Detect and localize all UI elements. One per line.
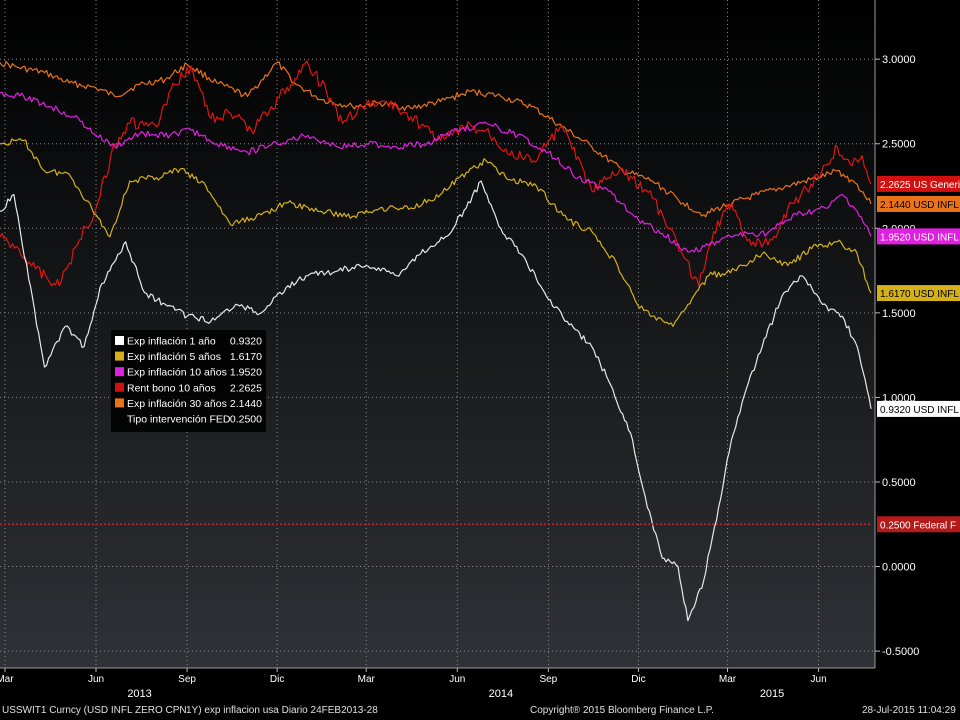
x-tick-label: Mar: [358, 674, 376, 685]
legend-entry-10y: Exp inflación 10 años 1.9520: [115, 367, 262, 379]
tag-5y: 1.6170 USD INFL: [877, 285, 960, 302]
x-year-label: 2013: [127, 688, 151, 700]
footer-description: 1Y) exp inflacion usa Diario 24FEB2013-2…: [186, 705, 378, 716]
series-10y-bond-line: [0, 60, 872, 287]
y-tick-label: 1.5000: [882, 308, 916, 320]
footer-ticker: USSWIT1 Curncy (USD INFL ZERO CPN: [2, 705, 187, 716]
grid-lines: [0, 0, 875, 668]
x-tick-label: Dic: [270, 674, 284, 685]
tag-10y-bond-label: 2.2625 US Generi: [880, 180, 960, 191]
right-axis-panel: [875, 0, 960, 668]
legend-entry-1y: Exp inflación 1 año 0.9320: [115, 336, 262, 348]
bottom-axis-panel: [0, 668, 960, 703]
legend-entry-5y: Exp inflación 5 años 1.6170: [115, 351, 262, 363]
legend: Exp inflación 1 año 0.9320 Exp inflación 5…: [111, 330, 266, 432]
footer-bar: USSWIT1 Curncy (USD INFL ZERO CPN 1Y) ex…: [0, 703, 960, 720]
legend-entry-5y-swatch: [115, 351, 124, 361]
x-tick-label: Jun: [88, 674, 104, 685]
legend-entry-fed: Tipo intervención FED 0.2500: [127, 414, 262, 426]
tag-1y: 0.9320 USD INFL: [877, 400, 960, 417]
x-tick-label: Sep: [178, 674, 196, 685]
legend-entry-10y-name: Exp inflación 10 años: [127, 367, 227, 379]
x-tick-label: Mar: [719, 674, 737, 685]
y-tick-label: -0.5000: [882, 646, 919, 658]
x-year-label: 2015: [760, 688, 784, 700]
legend-box: [111, 330, 266, 432]
legend-entry-30y-swatch: [115, 398, 124, 408]
last-value-tags: 2.2625 US Generi 2.1440 USD INFL 1.9520 US…: [877, 175, 960, 533]
y-tick-label: 0.0000: [882, 562, 916, 574]
tag-fed-box: [877, 516, 960, 533]
tag-10y: 1.9520 USD INFL: [877, 228, 960, 245]
legend-entry-1y-name: Exp inflación 1 año: [127, 336, 216, 348]
footer-copyright: Copyright® 2015 Bloomberg Finance L.P.: [530, 705, 714, 716]
legend-entry-1y-value: 0.9320: [230, 336, 262, 348]
legend-entry-10y-value: 1.9520: [230, 367, 262, 379]
y-tick-label: 3.0000: [882, 54, 916, 66]
legend-entry-5y-name: Exp inflación 5 años: [127, 351, 221, 363]
y-tick-label: 0.5000: [882, 477, 916, 489]
footer-timestamp: 28-Jul-2015 11:04:29: [862, 705, 956, 716]
tag-30y: 2.1440 USD INFL: [877, 195, 960, 212]
series-1y-line: [0, 180, 872, 622]
inflation-expectations-chart: -0.50000.00000.50001.00001.50002.00002.5…: [0, 0, 960, 703]
legend-entry-30y: Exp inflación 30 años 2.1440: [115, 398, 262, 410]
tag-10y-label: 1.9520 USD INFL: [880, 232, 959, 243]
x-tick-label: Mar: [0, 674, 14, 685]
legend-entry-1y-swatch: [115, 336, 124, 345]
series-30y-line: [0, 60, 872, 218]
tag-1y-label: 0.9320 USD INFL: [880, 405, 959, 416]
legend-entry-30y-value: 2.1440: [230, 398, 262, 410]
x-axis: Mar Jun Sep Dic Mar Jun Sep Dic Mar Jun 2013 2014 20…: [0, 668, 827, 700]
x-tick-label: Sep: [539, 674, 557, 685]
tag-1y-box: [877, 400, 960, 417]
legend-entry-fed-name: Tipo intervención FED: [127, 414, 231, 426]
x-tick-label: Jun: [811, 674, 827, 685]
series-5y-line: [0, 138, 872, 327]
legend-entry-10y-bond-name: Rent bono 10 años: [127, 382, 216, 394]
legend-entry-10y-bond: Rent bono 10 años 2.2625: [115, 382, 262, 394]
y-tick-label: 2.5000: [882, 139, 916, 151]
legend-entry-30y-name: Exp inflación 30 años: [127, 398, 227, 410]
x-tick-label: Jun: [449, 674, 465, 685]
tag-10y-bond: 2.2625 US Generi: [877, 175, 960, 192]
tag-5y-box: [877, 285, 960, 302]
x-tick-label: Dic: [631, 674, 645, 685]
legend-entry-10y-bond-swatch: [115, 382, 124, 392]
series-layer: [0, 60, 872, 622]
legend-entry-10y-swatch: [115, 367, 124, 377]
legend-entry-10y-bond-value: 2.2625: [230, 382, 262, 394]
legend-entry-fed-value: 0.2500: [230, 414, 262, 426]
tag-30y-label: 2.1440 USD INFL: [880, 200, 959, 211]
tag-fed-label: 0.2500 Federal F: [880, 520, 956, 531]
tag-10y-bond-box: [877, 175, 960, 192]
legend-entry-5y-value: 1.6170: [230, 351, 262, 363]
x-year-label: 2014: [489, 688, 513, 700]
tag-10y-box: [877, 228, 960, 245]
tag-5y-label: 1.6170 USD INFL: [880, 289, 959, 300]
tag-30y-box: [877, 195, 960, 212]
series-10y-line: [0, 91, 872, 253]
tag-fed: 0.2500 Federal F: [877, 516, 960, 533]
